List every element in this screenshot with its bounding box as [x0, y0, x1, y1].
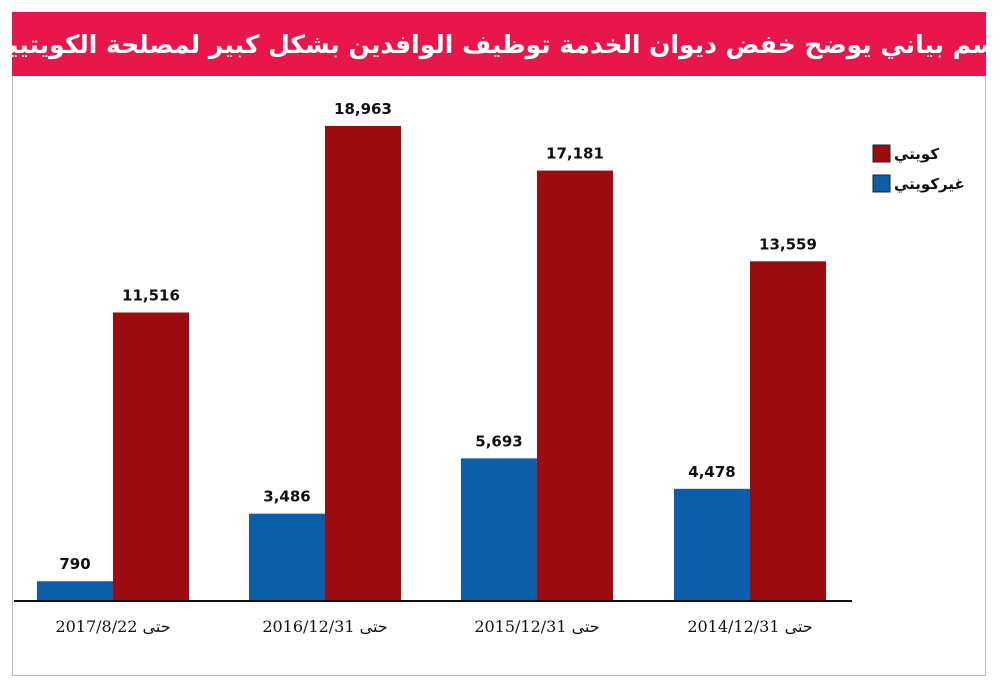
x-tick-labels-group: حتى 2017/8/22 حتى 2016/12/31 حتى 2015/12/3… [55, 617, 812, 636]
bar-non-kuwaiti-1 [249, 513, 325, 601]
value-label-non-kuwaiti-2: 5,693 [475, 432, 522, 450]
value-label-kuwaiti-3: 13,559 [759, 235, 817, 253]
bar-kuwaiti-2 [537, 170, 613, 601]
legend-label-non-kuwaiti: غيركويتي [894, 175, 965, 193]
x-tick-label-2: حتى 2015/12/31 [474, 617, 599, 636]
value-label-kuwaiti-0: 11,516 [122, 286, 180, 304]
value-labels-group: 790 11,516 3,486 18,963 5,693 17,181 4,478 13,5… [59, 100, 817, 573]
bar-non-kuwaiti-3 [674, 488, 750, 601]
title-banner: رسم بياني يوضح خفض ديوان الخدمة توظيف ال… [0, 12, 1000, 76]
bars-group [37, 125, 826, 602]
value-label-kuwaiti-2: 17,181 [546, 145, 604, 163]
legend-label-kuwaiti: كويتي [894, 145, 939, 163]
value-label-non-kuwaiti-0: 790 [59, 555, 90, 573]
bar-non-kuwaiti-2 [461, 458, 537, 601]
bar-kuwaiti-0 [113, 312, 189, 601]
value-label-non-kuwaiti-3: 4,478 [688, 463, 735, 481]
x-tick-label-0: حتى 2017/8/22 [55, 617, 170, 636]
legend-swatch-non-kuwaiti [872, 174, 891, 193]
legend: كويتي غيركويتي [872, 144, 965, 193]
bar-kuwaiti-1 [325, 125, 401, 602]
x-tick-label-3: حتى 2014/12/31 [687, 617, 812, 636]
value-label-non-kuwaiti-1: 3,486 [263, 488, 310, 506]
bar-non-kuwaiti-0 [37, 581, 113, 601]
legend-swatch-kuwaiti [872, 144, 891, 163]
chart-title: رسم بياني يوضح خفض ديوان الخدمة توظيف ال… [0, 29, 1000, 59]
x-tick-label-1: حتى 2016/12/31 [262, 617, 387, 636]
value-label-kuwaiti-1: 18,963 [334, 100, 392, 118]
bar-kuwaiti-3 [750, 261, 826, 601]
